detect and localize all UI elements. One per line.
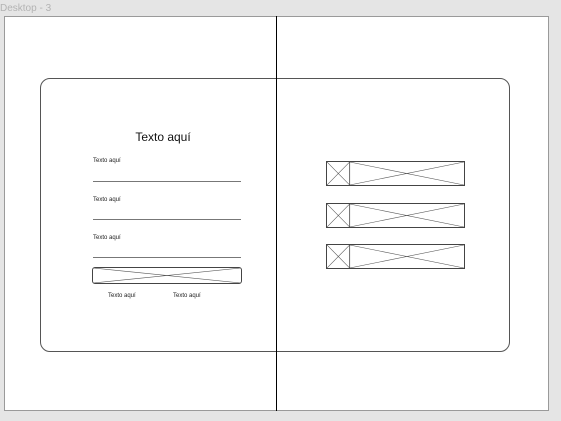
list-item[interactable] xyxy=(326,161,465,186)
list-item[interactable] xyxy=(326,203,465,228)
field-label-2: Texto aquí xyxy=(93,197,121,203)
vertical-divider xyxy=(276,16,277,411)
link-2[interactable]: Texto aquí xyxy=(173,293,201,299)
image-placeholder-icon xyxy=(327,162,464,185)
frame-name-label: Desktop - 3 xyxy=(0,3,52,14)
image-placeholder-icon xyxy=(327,245,464,268)
input-field-2[interactable] xyxy=(93,219,241,220)
input-field-3[interactable] xyxy=(93,257,241,258)
list-item[interactable] xyxy=(326,244,465,269)
form-title: Texto aquí xyxy=(135,130,191,144)
input-field-1[interactable] xyxy=(93,181,241,182)
image-placeholder-icon xyxy=(327,204,464,227)
submit-button-placeholder[interactable] xyxy=(92,267,242,284)
link-1[interactable]: Texto aquí xyxy=(108,293,136,299)
content-card xyxy=(40,78,510,352)
field-label-1: Texto aquí xyxy=(93,158,121,164)
field-label-3: Texto aquí xyxy=(93,235,121,241)
image-placeholder-icon xyxy=(93,268,241,283)
